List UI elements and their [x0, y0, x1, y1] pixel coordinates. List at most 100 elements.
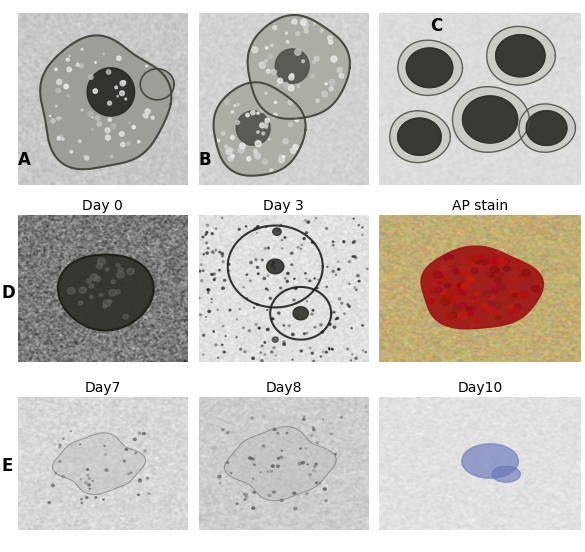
Circle shape: [146, 477, 149, 479]
Circle shape: [281, 450, 282, 451]
Circle shape: [471, 296, 476, 300]
Circle shape: [495, 316, 500, 320]
Circle shape: [256, 304, 258, 305]
Circle shape: [62, 475, 65, 477]
Circle shape: [266, 46, 268, 49]
Circle shape: [138, 432, 141, 434]
Circle shape: [137, 141, 140, 143]
Circle shape: [333, 326, 336, 328]
Circle shape: [488, 313, 493, 316]
Circle shape: [531, 285, 540, 291]
Circle shape: [491, 274, 494, 277]
Circle shape: [283, 156, 285, 158]
Circle shape: [433, 277, 442, 283]
Circle shape: [280, 287, 282, 289]
Circle shape: [229, 309, 231, 311]
Circle shape: [283, 82, 288, 87]
Circle shape: [271, 318, 274, 320]
Circle shape: [108, 101, 112, 105]
Circle shape: [266, 70, 270, 73]
Circle shape: [430, 289, 436, 293]
Circle shape: [326, 227, 328, 229]
Circle shape: [424, 290, 429, 294]
Circle shape: [97, 263, 102, 269]
Polygon shape: [87, 68, 135, 116]
Circle shape: [70, 151, 73, 153]
Circle shape: [282, 248, 283, 249]
Circle shape: [314, 56, 319, 61]
Circle shape: [262, 445, 265, 447]
Circle shape: [215, 228, 216, 230]
Circle shape: [295, 118, 298, 122]
Circle shape: [237, 103, 239, 105]
Circle shape: [129, 122, 130, 123]
Circle shape: [212, 252, 214, 253]
Circle shape: [230, 473, 232, 474]
Circle shape: [329, 79, 335, 86]
Circle shape: [122, 81, 126, 84]
Circle shape: [267, 471, 269, 472]
Circle shape: [252, 458, 254, 460]
Circle shape: [453, 268, 460, 274]
Circle shape: [468, 255, 478, 262]
Circle shape: [491, 288, 498, 293]
Circle shape: [271, 70, 276, 75]
Circle shape: [321, 331, 324, 333]
Circle shape: [228, 263, 230, 266]
Circle shape: [240, 143, 245, 148]
Circle shape: [218, 475, 221, 478]
Circle shape: [234, 105, 236, 107]
Circle shape: [460, 278, 464, 281]
Circle shape: [446, 280, 453, 285]
Circle shape: [444, 284, 450, 288]
Circle shape: [322, 419, 324, 420]
Circle shape: [512, 293, 517, 296]
Circle shape: [285, 111, 287, 113]
Circle shape: [84, 155, 86, 157]
Circle shape: [287, 41, 288, 43]
Circle shape: [489, 261, 499, 268]
Circle shape: [70, 431, 71, 432]
Circle shape: [292, 19, 297, 24]
Circle shape: [285, 32, 287, 34]
Circle shape: [269, 139, 270, 140]
Circle shape: [302, 418, 305, 421]
Circle shape: [111, 155, 113, 157]
Text: B: B: [199, 151, 212, 169]
Circle shape: [292, 359, 293, 360]
Circle shape: [56, 88, 60, 93]
Circle shape: [319, 324, 322, 326]
Circle shape: [246, 298, 247, 299]
Circle shape: [255, 153, 260, 159]
Circle shape: [127, 268, 135, 274]
Circle shape: [135, 452, 137, 454]
Circle shape: [273, 347, 275, 348]
Circle shape: [332, 270, 334, 272]
Circle shape: [474, 293, 479, 296]
Circle shape: [148, 493, 150, 495]
Polygon shape: [58, 254, 153, 331]
Circle shape: [353, 218, 355, 219]
Circle shape: [256, 232, 257, 233]
Circle shape: [219, 269, 221, 271]
Circle shape: [452, 288, 460, 294]
Circle shape: [202, 270, 204, 272]
Circle shape: [256, 82, 261, 87]
Circle shape: [260, 123, 264, 128]
Circle shape: [448, 310, 452, 312]
Circle shape: [309, 280, 311, 282]
Circle shape: [279, 155, 283, 160]
Circle shape: [250, 280, 251, 282]
Circle shape: [354, 286, 356, 288]
Circle shape: [517, 260, 521, 263]
Circle shape: [355, 357, 357, 359]
Circle shape: [217, 139, 220, 142]
Circle shape: [306, 23, 308, 25]
Circle shape: [518, 275, 521, 277]
Circle shape: [514, 315, 518, 317]
Circle shape: [446, 313, 455, 319]
Circle shape: [270, 169, 273, 172]
Circle shape: [201, 279, 203, 282]
Circle shape: [440, 266, 448, 272]
Circle shape: [201, 264, 202, 266]
